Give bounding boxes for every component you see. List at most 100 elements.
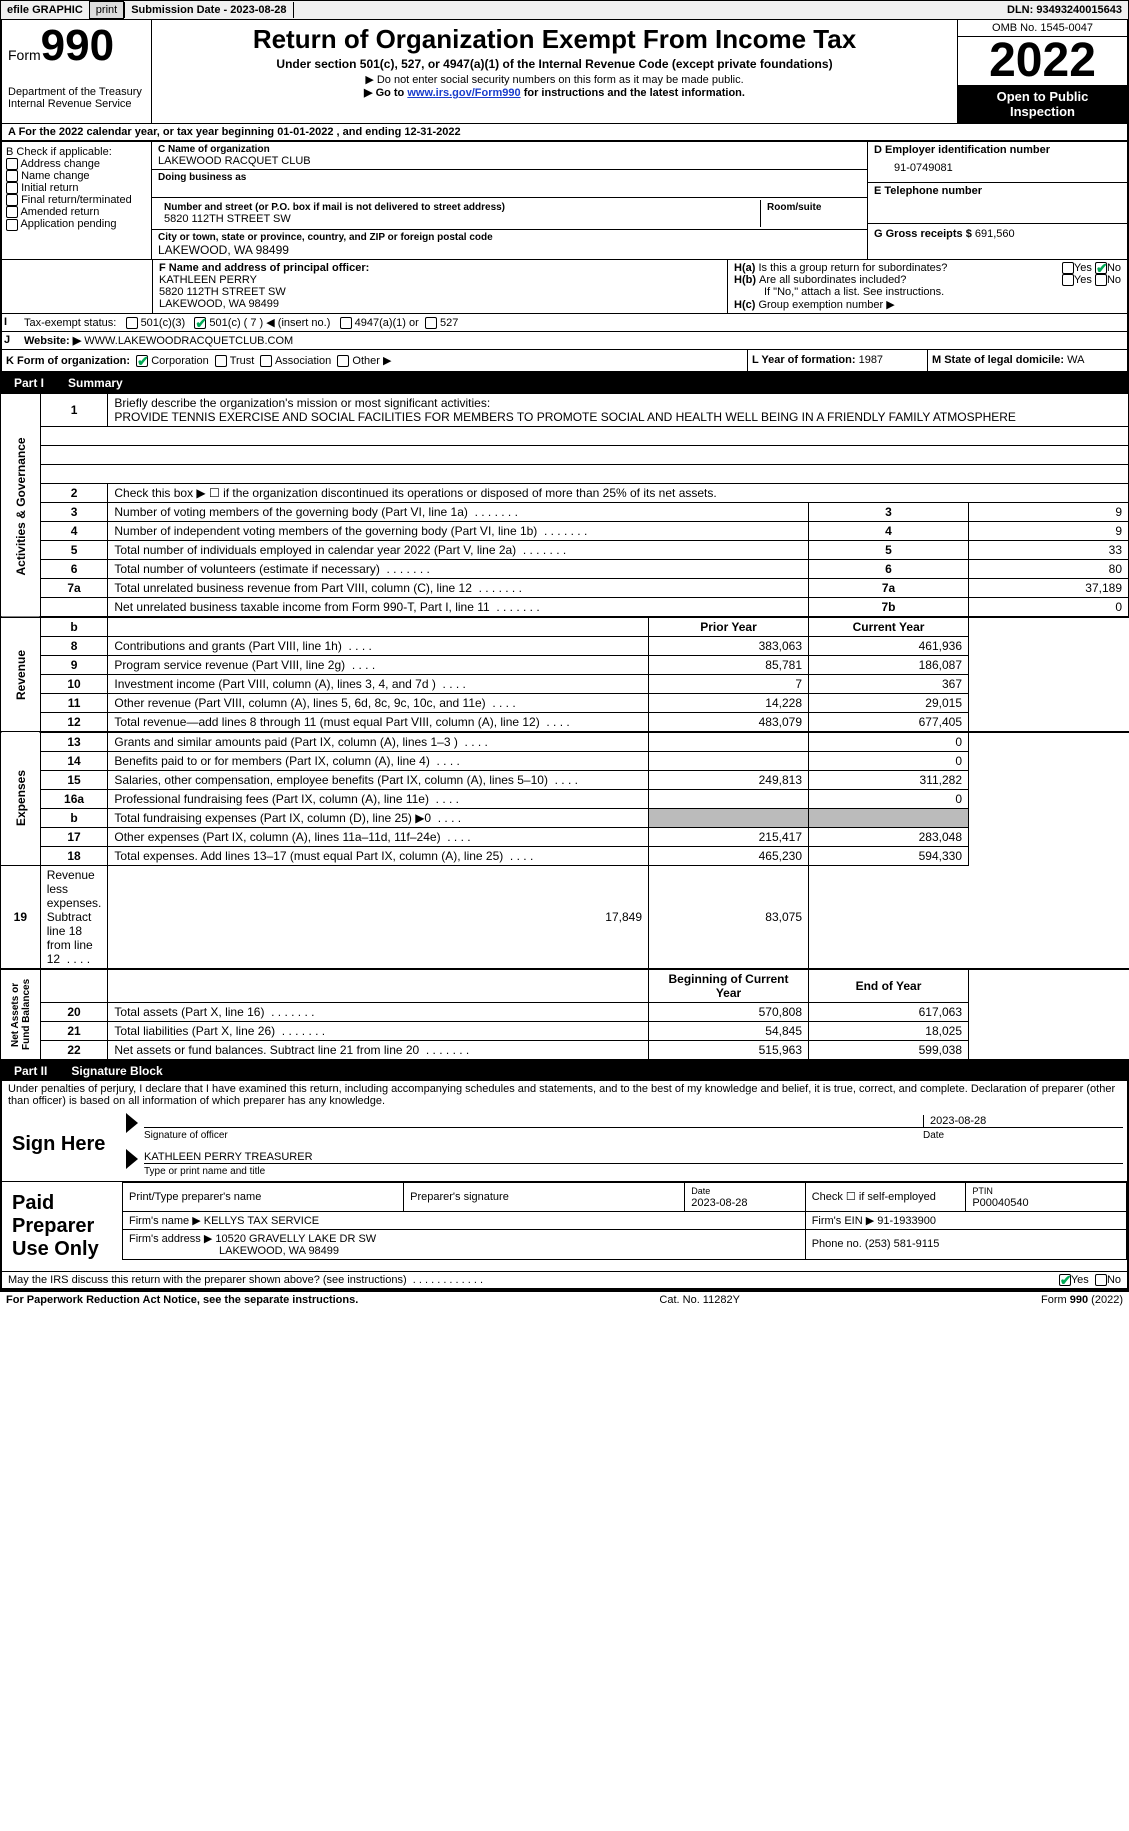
officer-name-title: KATHLEEN PERRY TREASURER [144, 1151, 1123, 1164]
check-assoc[interactable] [260, 355, 272, 367]
vlabel-expenses: Expenses [1, 732, 41, 865]
summary-line-7a: Total unrelated business revenue from Pa… [108, 579, 809, 598]
discuss-question: May the IRS discuss this return with the… [8, 1274, 1059, 1286]
year-formation-label: L Year of formation: [752, 354, 856, 366]
summary-table: Activities & Governance 1 Briefly descri… [0, 393, 1129, 1061]
hb-no[interactable] [1095, 274, 1107, 286]
check-amended[interactable] [6, 206, 18, 218]
page-footer: For Paperwork Reduction Act Notice, see … [0, 1290, 1129, 1308]
efile-label: efile GRAPHIC [1, 2, 89, 18]
city-label: City or town, state or province, country… [158, 232, 861, 243]
state-domicile-label: M State of legal domicile: [932, 354, 1064, 366]
org-name: LAKEWOOD RACQUET CLUB [158, 155, 861, 167]
officer-label: F Name and address of principal officer: [159, 262, 721, 274]
form-subtitle-3: Go to www.irs.gov/Form990 for instructio… [156, 86, 953, 99]
form-title: Return of Organization Exempt From Incom… [156, 24, 953, 55]
ptin: P00040540 [972, 1197, 1028, 1209]
signature-caret-icon-2 [126, 1149, 138, 1169]
hb-note: If "No," attach a list. See instructions… [734, 286, 1121, 298]
check-4947[interactable] [340, 317, 352, 329]
firm-addr2: LAKEWOOD, WA 98499 [219, 1245, 339, 1257]
gross-receipts-value: 691,560 [975, 228, 1015, 240]
revenue-line-12: Total revenue—add lines 8 through 11 (mu… [108, 713, 649, 733]
check-app-pending[interactable] [6, 219, 18, 231]
year-formation: 1987 [859, 354, 883, 366]
form-word: Form [8, 47, 41, 63]
check-corp[interactable] [136, 355, 148, 367]
entity-info-block: B Check if applicable: Address change Na… [0, 142, 1129, 260]
vlabel-netassets: Net Assets or Fund Balances [1, 969, 41, 1060]
revenue-line-11: Other revenue (Part VIII, column (A), li… [108, 694, 649, 713]
footer-mid: Cat. No. 11282Y [659, 1294, 740, 1306]
check-name-change[interactable] [6, 170, 18, 182]
name-title-label: Type or print name and title [144, 1166, 1123, 1177]
ha-yes[interactable] [1062, 262, 1074, 274]
state-domicile: WA [1067, 354, 1084, 366]
check-501c3[interactable] [126, 317, 138, 329]
form-subtitle-1: Under section 501(c), 527, or 4947(a)(1)… [156, 57, 953, 71]
irs-label: Internal Revenue Service [8, 98, 145, 110]
print-button[interactable]: print [89, 1, 124, 19]
revenue-line-10: Investment income (Part VIII, column (A)… [108, 675, 649, 694]
summary-line-3: Number of voting members of the governin… [108, 503, 809, 522]
check-527[interactable] [425, 317, 437, 329]
tax-status-label: Tax-exempt status: [24, 317, 116, 329]
ha-no[interactable] [1095, 262, 1107, 274]
row-a-calendar-year: A For the 2022 calendar year, or tax yea… [0, 123, 1129, 142]
summary-line-6: Total number of volunteers (estimate if … [108, 560, 809, 579]
open-inspection: Open to PublicInspection [958, 85, 1127, 123]
box-b-title: B Check if applicable: [6, 146, 147, 158]
sign-here-label: Sign Here [2, 1109, 122, 1181]
col-end-year: End of Year [809, 969, 969, 1003]
check-trust[interactable] [215, 355, 227, 367]
signature-caret-icon [126, 1113, 138, 1133]
officer-sign-date: 2023-08-28 [923, 1115, 1123, 1127]
discuss-yes[interactable] [1059, 1274, 1071, 1286]
irs-link[interactable]: www.irs.gov/Form990 [407, 87, 520, 99]
check-initial-return[interactable] [6, 182, 18, 194]
discuss-no[interactable] [1095, 1274, 1107, 1286]
website-label: Website: ▶ [24, 335, 81, 347]
firm-ein: 91-1933900 [877, 1215, 936, 1227]
officer-group-block: F Name and address of principal officer:… [0, 260, 1129, 314]
expense-line-14: Benefits paid to or for members (Part IX… [108, 751, 649, 770]
tax-year: 2022 [958, 37, 1127, 85]
org-name-label: C Name of organization [158, 144, 861, 155]
firm-name: KELLYS TAX SERVICE [204, 1215, 319, 1227]
footer-left: For Paperwork Reduction Act Notice, see … [6, 1294, 358, 1306]
hc-label: Group exemption number ▶ [758, 299, 894, 311]
check-other[interactable] [337, 355, 349, 367]
col-current-year: Current Year [809, 617, 969, 637]
firm-phone: (253) 581-9115 [865, 1238, 939, 1250]
paid-preparer-label: Paid Preparer Use Only [2, 1182, 122, 1271]
phone-label: E Telephone number [874, 185, 1121, 197]
summary-line-4: Number of independent voting members of … [108, 522, 809, 541]
part-1-header: Part I Summary [0, 373, 1129, 393]
officer-addr2: LAKEWOOD, WA 98499 [159, 298, 721, 310]
vlabel-activities: Activities & Governance [1, 394, 41, 618]
ha-question: Is this a group return for subordinates? [758, 262, 1061, 274]
city-state-zip: LAKEWOOD, WA 98499 [158, 243, 861, 257]
check-address-change[interactable] [6, 158, 18, 170]
street-address: 5820 112TH STREET SW [164, 213, 754, 225]
form-number: 990 [41, 21, 114, 70]
col-prior-year: Prior Year [649, 617, 809, 637]
officer-name: KATHLEEN PERRY [159, 274, 721, 286]
gross-receipts-label: G Gross receipts $ [874, 228, 972, 240]
line1-text: PROVIDE TENNIS EXERCISE AND SOCIAL FACIL… [114, 410, 1016, 424]
footer-right: Form 990 (2022) [1041, 1294, 1123, 1306]
check-final-return[interactable] [6, 194, 18, 206]
line1-label: Briefly describe the organization's miss… [114, 396, 490, 410]
ein-value: 91-0749081 [874, 156, 1121, 180]
netasset-line-21: Total liabilities (Part X, line 26) . . … [108, 1021, 649, 1040]
website-value: WWW.LAKEWOODRACQUETCLUB.COM [84, 335, 293, 347]
hb-yes[interactable] [1062, 274, 1074, 286]
submission-date: Submission Date - 2023-08-28 [124, 2, 293, 18]
firm-addr1: 10520 GRAVELLY LAKE DR SW [215, 1233, 376, 1245]
form-header: Form990 Department of the Treasury Inter… [0, 20, 1129, 123]
revenue-line-8: Contributions and grants (Part VIII, lin… [108, 637, 649, 656]
expense-line-13: Grants and similar amounts paid (Part IX… [108, 732, 649, 751]
form-org-label: K Form of organization: [6, 355, 130, 367]
check-501c[interactable] [194, 317, 206, 329]
top-bar: efile GRAPHIC print Submission Date - 20… [0, 0, 1129, 20]
